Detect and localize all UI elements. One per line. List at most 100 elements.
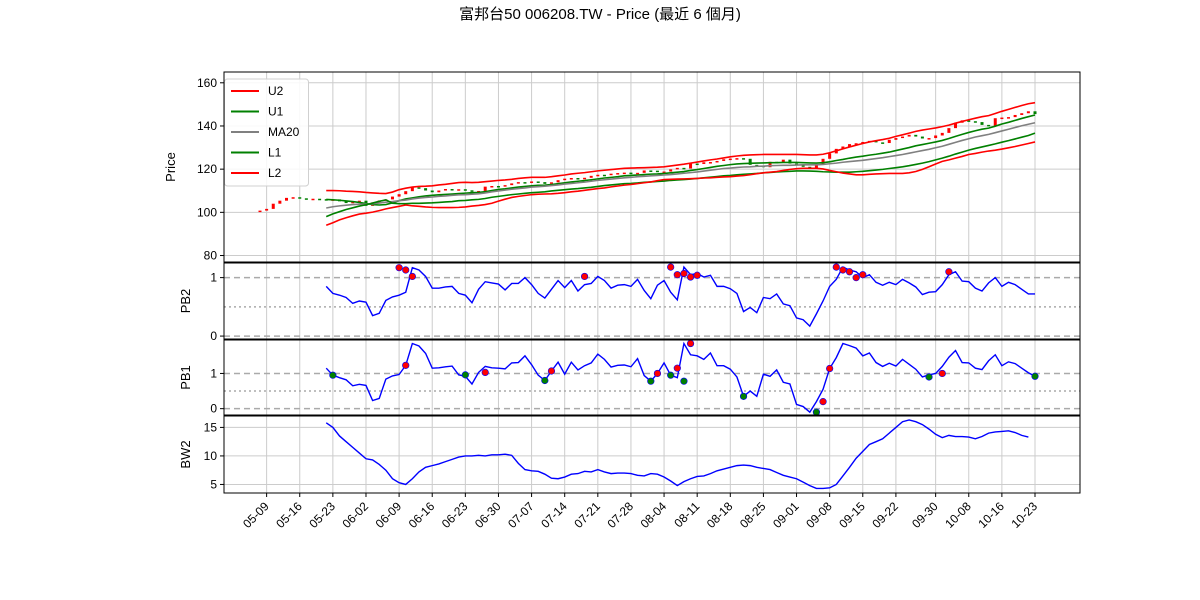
hit-marker-up bbox=[859, 271, 867, 279]
candle bbox=[609, 173, 613, 176]
x-axis: 05-09 05-16 05-23 06-02 06-09 06-16 06-23 06-30… bbox=[240, 493, 1040, 531]
hit-marker-up bbox=[852, 274, 860, 282]
candle bbox=[954, 122, 958, 129]
x-tick-label: 09-15 bbox=[836, 499, 868, 531]
candle bbox=[536, 181, 540, 183]
candle bbox=[530, 181, 534, 183]
candle bbox=[728, 158, 732, 161]
y-tick-label: 140 bbox=[197, 119, 217, 133]
hit-marker-up bbox=[673, 364, 681, 372]
x-tick-label: 06-09 bbox=[373, 499, 405, 531]
candle bbox=[510, 183, 514, 186]
y-tick-label: 80 bbox=[204, 249, 218, 263]
x-tick-label: 07-14 bbox=[538, 499, 570, 531]
hit-marker-up bbox=[938, 369, 946, 378]
candle bbox=[278, 200, 282, 204]
candle bbox=[397, 194, 401, 197]
candle bbox=[702, 162, 706, 164]
candle bbox=[503, 185, 507, 187]
candle bbox=[258, 210, 262, 213]
candle bbox=[841, 146, 845, 149]
x-tick-label: 09-30 bbox=[909, 499, 941, 531]
hit-marker-down bbox=[541, 376, 549, 385]
panel-pb1: 0 1 PB1 bbox=[178, 339, 1081, 416]
hit-marker-down bbox=[739, 392, 748, 400]
bw2-line bbox=[325, 419, 1029, 490]
x-tick-label: 07-07 bbox=[505, 499, 537, 531]
x-tick-label: 10-23 bbox=[1009, 499, 1041, 531]
x-tick-label: 07-21 bbox=[571, 499, 603, 531]
candle bbox=[993, 118, 997, 126]
candle bbox=[291, 197, 295, 199]
x-tick-label: 07-28 bbox=[604, 499, 636, 531]
series-u1-line bbox=[326, 114, 1036, 206]
candle bbox=[1013, 114, 1017, 118]
hit-marker-up bbox=[481, 368, 489, 376]
hit-marker-up bbox=[680, 269, 688, 278]
hit-marker-down bbox=[461, 371, 469, 379]
candle bbox=[602, 174, 606, 177]
hit-marker-down bbox=[1031, 372, 1039, 380]
candle bbox=[814, 164, 818, 169]
candle bbox=[940, 132, 944, 136]
candle bbox=[947, 128, 951, 133]
x-tick-label: 05-23 bbox=[306, 499, 338, 531]
x-tick-label: 05-09 bbox=[240, 499, 272, 531]
candle bbox=[410, 187, 414, 192]
y-tick-label: 15 bbox=[204, 420, 218, 434]
candle bbox=[523, 182, 527, 184]
hit-marker-up bbox=[819, 398, 827, 406]
candle bbox=[443, 189, 447, 191]
candle bbox=[490, 186, 494, 188]
candle bbox=[742, 158, 746, 160]
series-u2-line bbox=[326, 101, 1036, 195]
candle bbox=[642, 170, 646, 173]
candle bbox=[636, 172, 640, 175]
candle bbox=[788, 159, 792, 164]
y-tick-label: 120 bbox=[197, 162, 217, 176]
candle bbox=[649, 170, 653, 172]
x-tick-label: 09-08 bbox=[803, 499, 835, 531]
candle bbox=[689, 163, 693, 169]
candle bbox=[622, 172, 626, 175]
candle bbox=[920, 136, 924, 139]
candle bbox=[881, 142, 885, 144]
x-tick-label: 09-22 bbox=[869, 499, 901, 531]
candle bbox=[927, 138, 931, 140]
candle bbox=[311, 198, 315, 201]
candle bbox=[894, 138, 898, 140]
chart-title: 富邦台50 006208.TW - Price (最近 6 個月) bbox=[459, 6, 741, 23]
candle bbox=[616, 173, 620, 175]
pb2-line bbox=[325, 265, 1035, 328]
candle bbox=[1026, 111, 1030, 114]
candle bbox=[483, 186, 487, 191]
candle bbox=[470, 190, 474, 192]
hit-marker-up bbox=[653, 369, 662, 378]
x-tick-label: 06-16 bbox=[406, 499, 438, 531]
legend-label-l1: L1 bbox=[268, 146, 282, 160]
candle bbox=[516, 182, 520, 184]
candle bbox=[284, 197, 288, 201]
candle bbox=[735, 158, 739, 160]
y-tick-label: 1 bbox=[210, 271, 217, 285]
hit-marker-down bbox=[812, 408, 821, 416]
y-tick-label: 0 bbox=[210, 402, 217, 416]
candle bbox=[589, 175, 593, 178]
candle bbox=[669, 169, 673, 172]
x-tick-label: 08-11 bbox=[671, 499, 702, 530]
x-tick-label: 06-30 bbox=[472, 499, 504, 531]
candle bbox=[357, 200, 361, 203]
candle bbox=[298, 197, 302, 199]
candle bbox=[987, 124, 991, 127]
candle bbox=[682, 167, 686, 170]
x-tick-label: 10-16 bbox=[975, 499, 1007, 531]
pb1-line bbox=[325, 341, 1036, 414]
candle bbox=[914, 134, 918, 137]
candle bbox=[629, 172, 633, 175]
hit-marker-up bbox=[826, 364, 834, 373]
candle bbox=[828, 153, 832, 159]
hit-marker-down bbox=[680, 377, 688, 385]
candle bbox=[1000, 117, 1004, 120]
hit-marker-up bbox=[839, 266, 847, 274]
